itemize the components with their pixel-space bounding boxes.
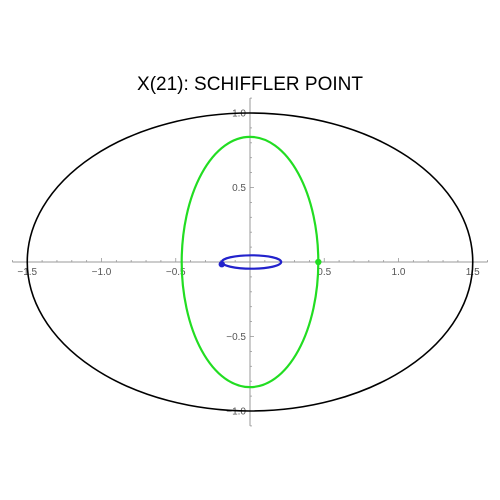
series-curve-0 (26, 112, 474, 412)
y-tick-label: 1.0 (232, 109, 246, 120)
y-tick-label: −1.0 (226, 407, 246, 418)
x-tick-label: 1.0 (392, 267, 406, 278)
chart-title: X(21): SCHIFFLER POINT (137, 74, 363, 95)
x-tick-label: −0.5 (166, 267, 186, 278)
data-point-0 (315, 258, 322, 266)
axes: −1.5 −1.0 −0.5 0.5 1.0 1.51.00.5−0.5−1.0 (11, 97, 489, 427)
y-tick-label: 0.5 (232, 183, 246, 194)
x-tick-label: 0.5 (317, 267, 331, 278)
x-tick-label: −1.0 (92, 267, 112, 278)
data-point-1 (218, 261, 225, 268)
y-tick-label: −0.5 (226, 332, 246, 343)
points (218, 258, 322, 268)
